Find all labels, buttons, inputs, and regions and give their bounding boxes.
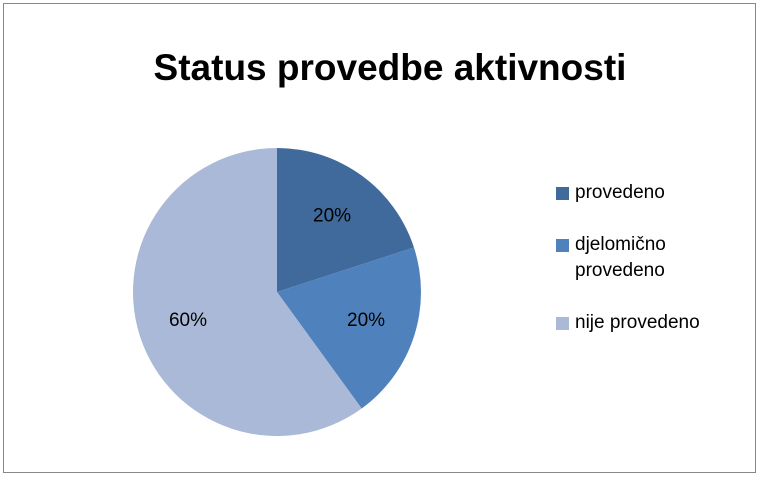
legend-swatch <box>556 187 569 200</box>
legend-item: djelomično provedeno <box>556 232 736 284</box>
legend-label: djelomično provedeno <box>575 234 666 281</box>
pie-slice <box>277 247 422 409</box>
data-label: 20% <box>347 310 385 331</box>
data-label: 60% <box>169 310 207 331</box>
legend-label: provedeno <box>575 182 665 203</box>
legend-item: nije provedeno <box>556 310 736 336</box>
legend-label: nije provedeno <box>575 312 700 333</box>
chart-frame <box>3 3 756 473</box>
data-label: 20% <box>313 205 351 226</box>
legend-item: provedeno <box>556 180 736 206</box>
pie-slice <box>277 148 414 292</box>
chart-title: Status provedbe aktivnosti <box>154 47 627 88</box>
legend: provedeno djelomično provedeno nije proved… <box>556 180 736 362</box>
pie-slice <box>133 148 362 436</box>
legend-swatch <box>556 317 569 330</box>
legend-swatch <box>556 239 569 252</box>
